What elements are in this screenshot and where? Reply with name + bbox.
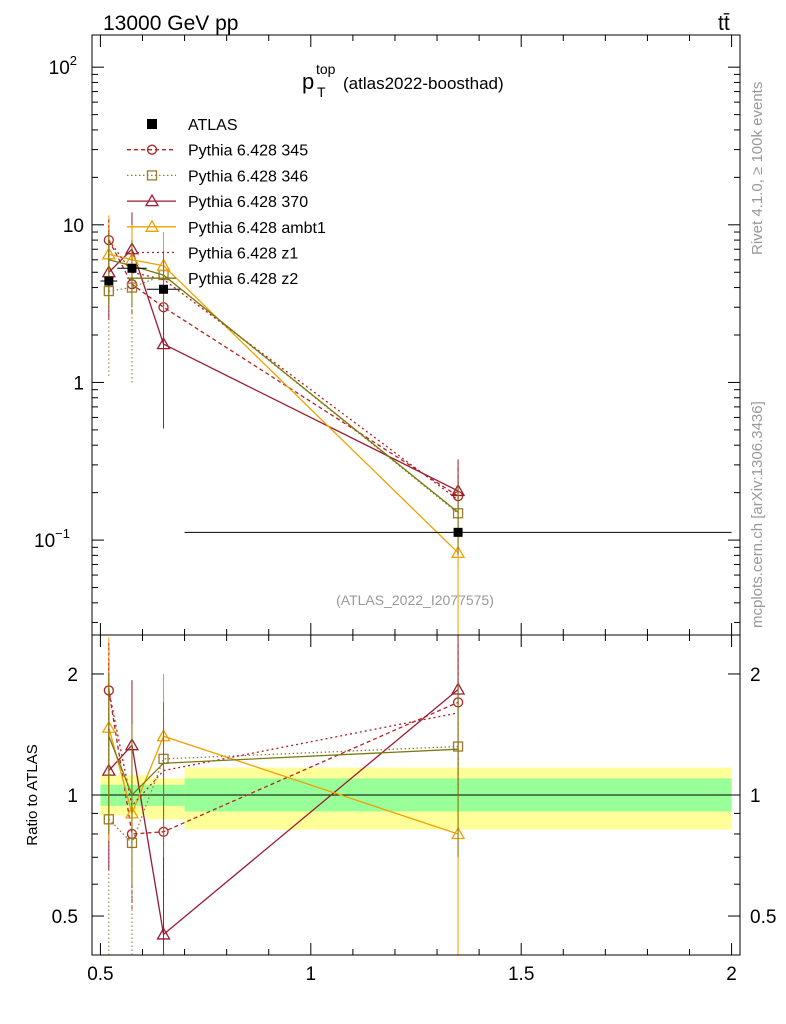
ratio-y-tick-label-right: 0.5 [750, 907, 776, 928]
analysis-watermark: (ATLAS_2022_I2077575) [336, 592, 494, 608]
process-label: tt̄ [718, 12, 730, 35]
ratio-y-tick-label: 2 [67, 665, 78, 686]
legend-marker-p346 [146, 170, 158, 181]
legend-label: Pythia 6.428 z1 [188, 246, 298, 263]
y-tick-label: 1 [73, 373, 84, 394]
plot-title-main: p [302, 69, 314, 94]
source-label: mcplots.cern.ch [arXiv:1306.3436] [749, 401, 766, 628]
legend-label: Pythia 6.428 z2 [188, 271, 298, 288]
ratio-ambt1-line [108, 727, 459, 835]
energy-label: 13000 GeV pp [103, 12, 238, 35]
y-tick-label: 102 [49, 53, 77, 79]
ratio-p345-line [108, 690, 459, 835]
atlas-data-point [127, 263, 137, 273]
legend-label: Pythia 6.428 ambt1 [188, 220, 326, 237]
main-z1-line [108, 239, 459, 501]
main-p370-point [156, 336, 171, 350]
ratio-y-axis-label: Ratio to ATLAS [24, 744, 41, 845]
main-ambt1-point [450, 545, 466, 558]
x-tick-label: 0.5 [87, 964, 113, 985]
ratio-plot-series [101, 635, 466, 955]
plot-title-sup: top [316, 61, 336, 77]
legend-label: Pythia 6.428 346 [188, 168, 308, 185]
x-tick-label: 1 [306, 964, 317, 985]
legend-label: ATLAS [188, 117, 238, 134]
ratio-y-tick-label: 1 [67, 786, 78, 807]
main-p346-line [108, 274, 459, 514]
atlas-data-point [453, 527, 463, 537]
legend-marker-ambt1 [144, 219, 160, 232]
main-plot-axes: 10−1 1 10 102 [34, 35, 740, 635]
ratio-plot-axes: 0.5 0.5 1 1 2 2 0.5 1 1.5 2 [52, 635, 776, 985]
x-tick-label: 1.5 [508, 964, 534, 985]
atlas-data-point [159, 284, 169, 294]
main-plot-data [100, 263, 732, 537]
ratio-z2-line [108, 735, 459, 797]
rivet-version-label: Rivet 4.1.0, ≥ 100k events [749, 82, 766, 255]
legend-marker-p370 [144, 193, 160, 207]
legend-marker-atlas [147, 119, 157, 129]
ratio-p346-line [108, 745, 459, 845]
ratio-z1-line [108, 690, 459, 808]
atlas-data-point [104, 276, 114, 286]
legend-label: Pythia 6.428 345 [188, 143, 308, 160]
ratio-y-tick-label-right: 2 [750, 665, 761, 686]
ratio-y-tick-label: 0.5 [52, 907, 78, 928]
x-tick-label: 2 [726, 964, 737, 985]
legend: ATLAS Pythia 6.428 345 Pythia 6.428 346 Pyt… [127, 117, 326, 288]
plot-title-rest: (atlas2022-boosthad) [343, 74, 504, 93]
y-tick-label: 10−1 [34, 526, 70, 552]
y-tick-label: 10 [63, 216, 84, 237]
ratio-p370-line [108, 689, 459, 936]
legend-label: Pythia 6.428 370 [188, 194, 308, 211]
main-p370-line [108, 247, 459, 492]
main-plot-series [101, 212, 466, 635]
ratio-p370-point [156, 927, 171, 940]
main-z2-line [108, 259, 459, 513]
plot-title-sub: T [317, 84, 326, 100]
legend-marker-p345 [146, 144, 158, 155]
ratio-y-tick-label-right: 1 [750, 786, 761, 807]
